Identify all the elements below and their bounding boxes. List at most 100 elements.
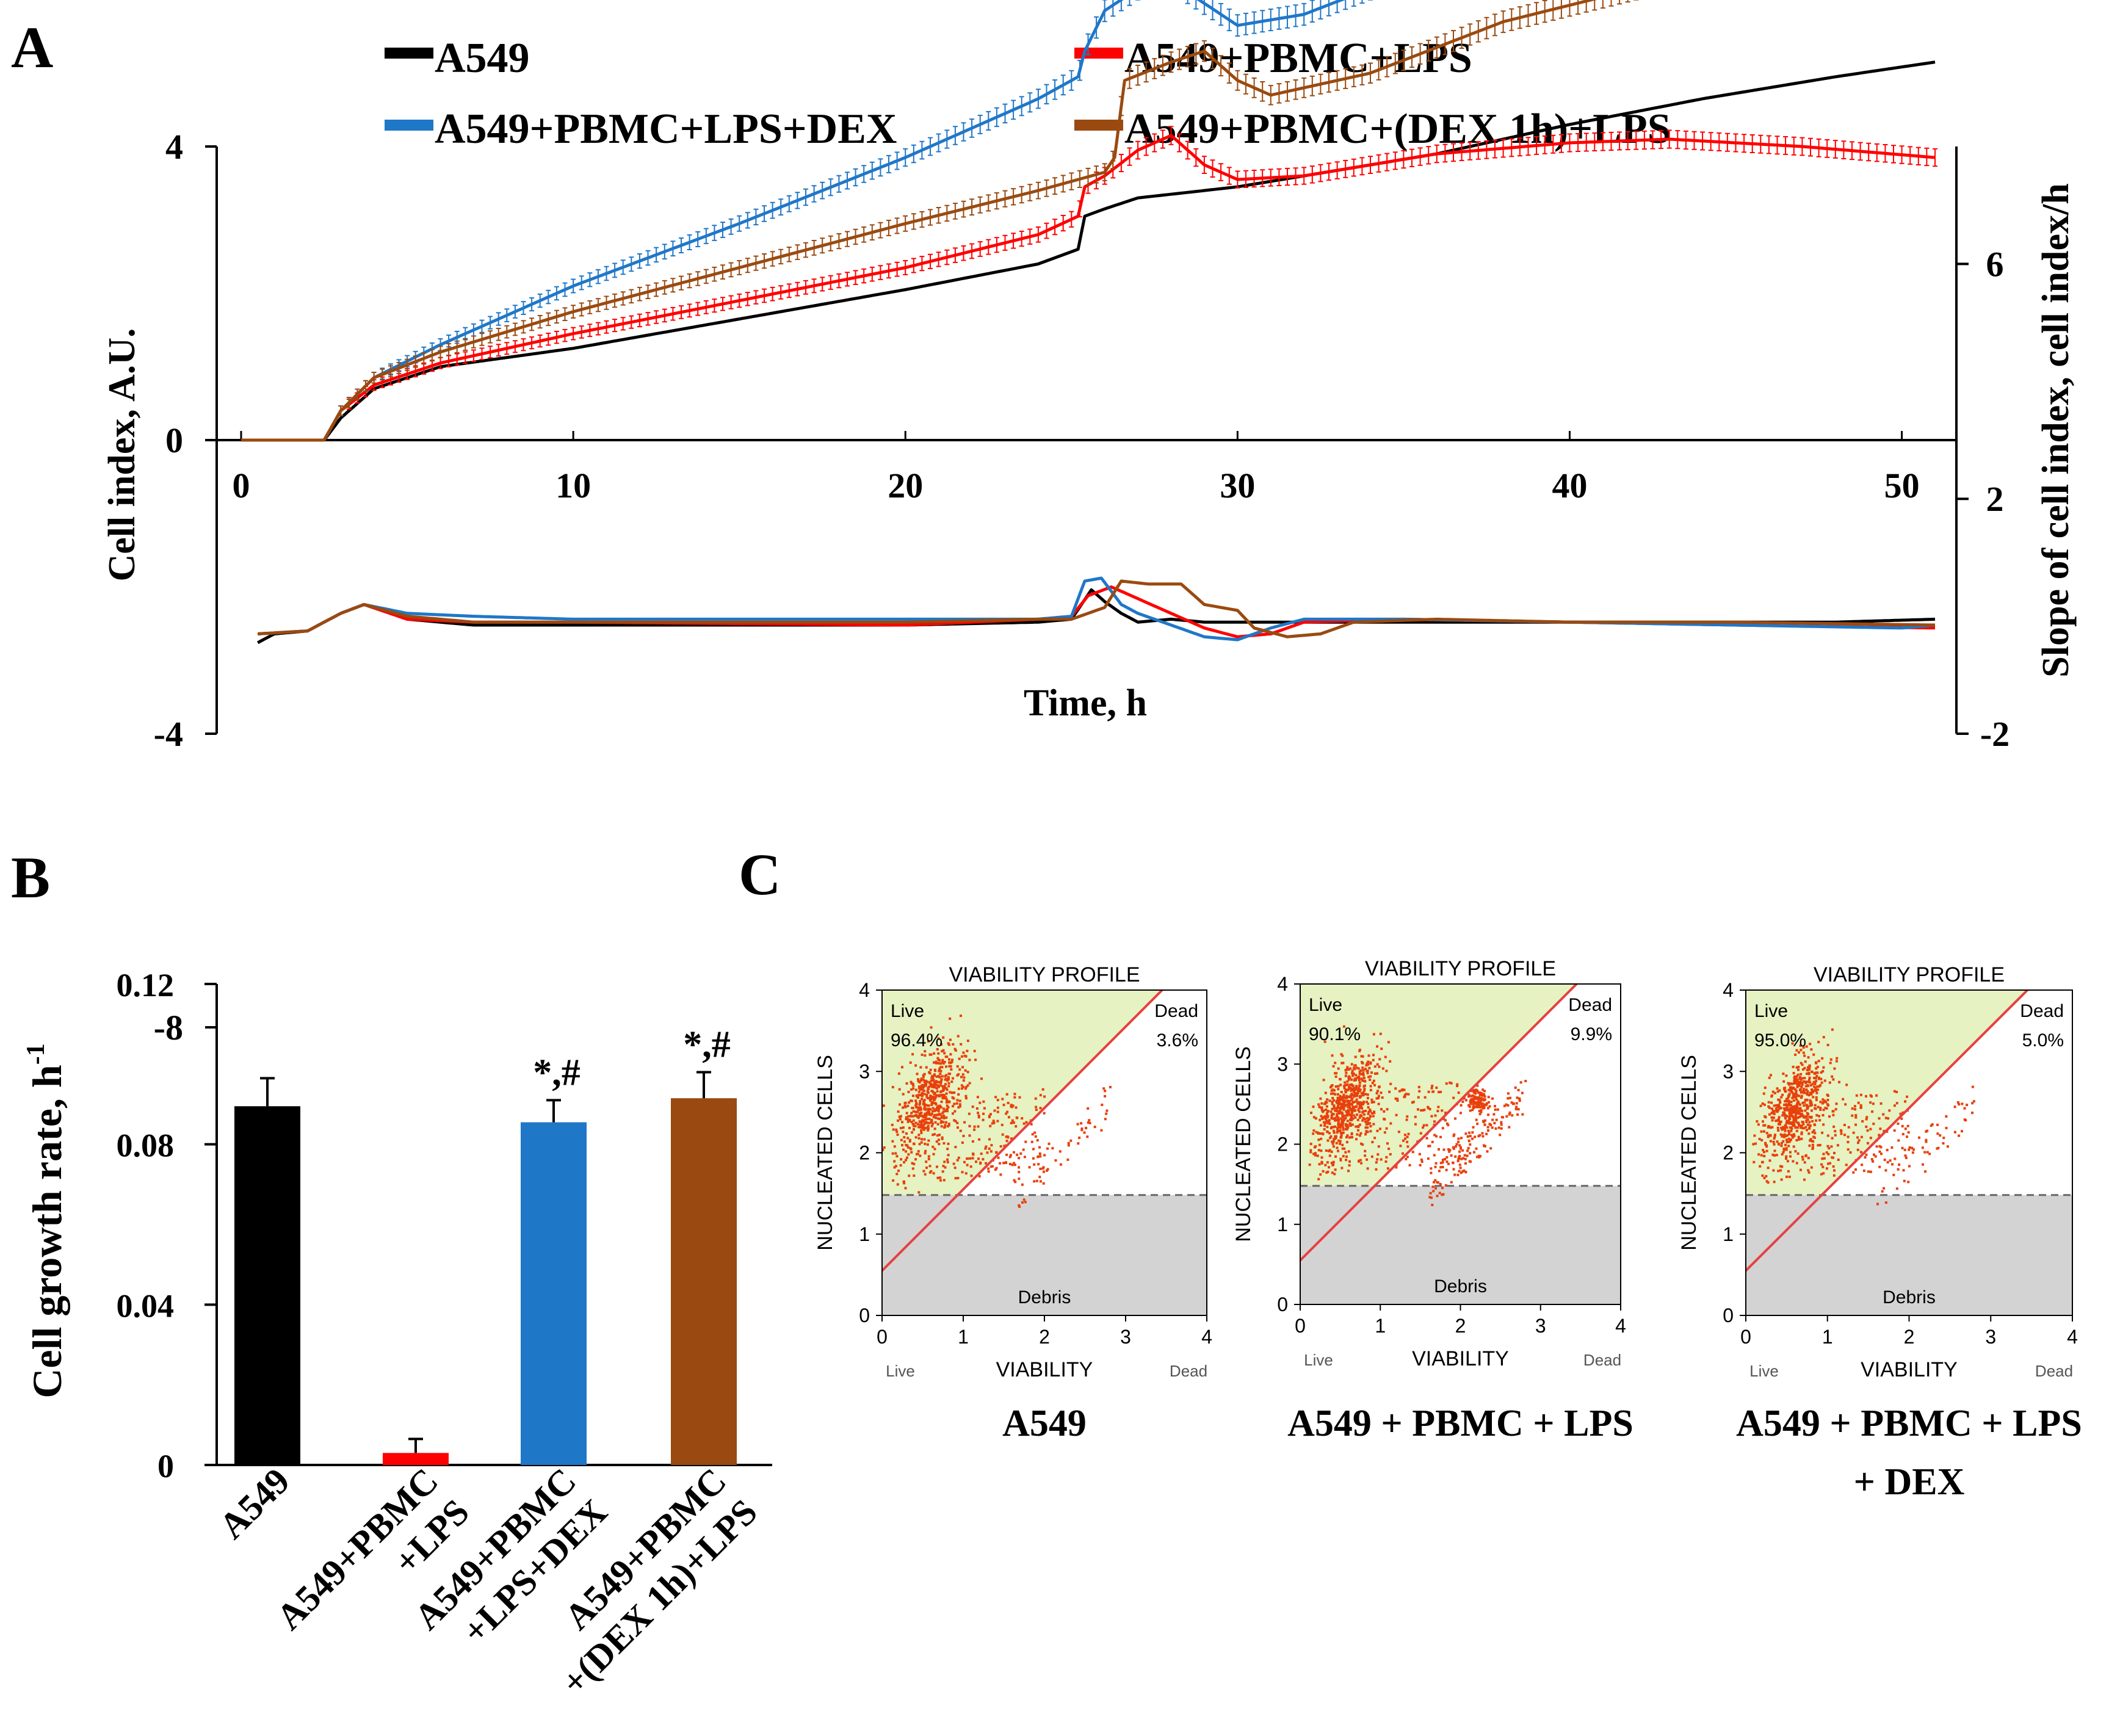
panel-label-a: A: [11, 15, 53, 80]
y-tick-label-c2-2: 2: [1723, 1142, 1734, 1164]
y-axis-label-b: Cell growth rate, h-1: [22, 1043, 70, 1398]
y-axis-label-c2: NUCLEATED CELLS: [1677, 1055, 1701, 1251]
live-region-0: [882, 990, 1162, 1195]
y-tick-label-b-1: 0.08: [117, 1127, 175, 1164]
y-tick-label-a-4: -8: [154, 1008, 183, 1047]
dots-2: [1752, 1028, 1975, 1206]
y-tick-label-a-2: 0: [165, 421, 183, 460]
bar-3: [671, 1098, 737, 1465]
y-tick-label-c2-4: 4: [1723, 979, 1734, 1001]
bar-0: [234, 1106, 300, 1465]
gate-line-2: [1746, 990, 2028, 1272]
legend-label-dex: A549+PBMC+LPS+DEX: [435, 106, 897, 153]
dot-cloud-2: [1752, 1028, 1975, 1206]
live-label-c0: Live: [891, 1001, 924, 1021]
dot-cloud-1: [1308, 1025, 1527, 1206]
x-live-label-c1: Live: [1304, 1351, 1333, 1369]
x-axis-label-c0: VIABILITY: [996, 1358, 1093, 1381]
y-tick-label-c1-3: 3: [1277, 1053, 1288, 1075]
live-pct-c1: 90.1%: [1309, 1024, 1361, 1044]
x-tick-label-c2-2: 2: [1904, 1326, 1915, 1348]
dead-label-c0: Dead: [1154, 1001, 1198, 1021]
y-tick-label-c2-1: 1: [1723, 1223, 1734, 1245]
x-axis-label-a: Time, h: [1024, 682, 1147, 724]
y-tick-label-c1-4: 4: [1277, 973, 1288, 995]
line-a549-pbmc-dex-1h-lps-slope: [258, 579, 1936, 638]
y-axis-label-a: Cell index, A.U.: [101, 328, 143, 581]
errorbar-path-a549-pbmc-lps: [338, 126, 1937, 416]
y2-tick-label-a-2: -2: [1980, 714, 2010, 754]
panel-label-b: B: [11, 845, 50, 910]
caption-c1-line1: A549 + PBMC + LPS: [1287, 1403, 1633, 1444]
y-tick-label-b-0: 0.12: [117, 967, 175, 1004]
errorbars-a549-pbmc-lps: [338, 126, 1937, 416]
live-label-c2: Live: [1754, 1001, 1788, 1021]
x-tick-label-a-3: 30: [1220, 466, 1255, 505]
line-a549-pbmc-dex-1h-lps: [241, 0, 1597, 442]
x-tick-label-c1-2: 2: [1455, 1315, 1466, 1337]
legend-label-dex1h: A549+PBMC+(DEX 1h)+LPS: [1124, 106, 1671, 153]
caption-c2-line2: + DEX: [1854, 1461, 1965, 1503]
panel-b: B 0.12 0.08 0.04 0 Cell growth rate, h-1 A5…: [11, 845, 772, 1703]
y-tick-label-c2-3: 3: [1723, 1060, 1734, 1082]
gate-line-0: [882, 990, 1163, 1272]
legend-a: A549 A549+PBMC+LPS A549+PBMC+LPS+DEX A54…: [385, 35, 1671, 153]
y-tick-label-c0-3: 3: [859, 1060, 870, 1082]
y2-tick-label-a-0: 6: [1986, 244, 2004, 284]
x-tick-label-c0-2: 2: [1039, 1326, 1050, 1348]
y-axis-label-b-main: Cell growth rate, h: [24, 1065, 70, 1398]
panel-label-c: C: [739, 842, 781, 907]
plot-area-1: [1300, 984, 1621, 1304]
category-label-0-line1: A549: [211, 1461, 297, 1547]
series-a549: [241, 60, 1936, 442]
live-pct-c2: 95.0%: [1754, 1030, 1806, 1051]
x-dead-label-c1: Dead: [1583, 1351, 1621, 1369]
dead-label-c1: Dead: [1568, 995, 1612, 1015]
x-tick-label-c2-0: 0: [1740, 1326, 1751, 1348]
bar-1: [383, 1453, 449, 1465]
dot-cloud-0: [882, 1014, 1112, 1208]
viability-plot-2: VIABILITY PROFILE 00 1 1 2 2 3 3 4 4 VIABILITY Live…: [1677, 963, 2082, 1503]
y-tick-label-c2-0: 0: [1723, 1304, 1734, 1326]
y-tick-label-a-1: 4: [165, 127, 183, 167]
plot-area-0: [882, 990, 1207, 1315]
legend-swatch-lps: [1074, 48, 1123, 59]
y-tick-label-b-2: 0.04: [117, 1287, 175, 1324]
live-pct-c0: 96.4%: [891, 1030, 942, 1051]
y-axis-label-b-sup: -1: [22, 1043, 50, 1065]
category-label-0: A549: [211, 1461, 297, 1547]
viability-plots: VIABILITY PROFILE0011223344VIABILITYLive…: [814, 957, 2082, 1503]
y-tick-label-c0-0: 0: [859, 1304, 870, 1326]
panel-a: A A549 A549+PBMC+LPS A549+PBMC+LPS+DEX A…: [11, 0, 2077, 1047]
x-live-label-c0: Live: [886, 1362, 915, 1380]
bar-2: [521, 1122, 587, 1465]
y-axis-label-c1: NUCLEATED CELLS: [1232, 1046, 1255, 1242]
y2-axis-label-a: Slope of cell index, cell index/h: [2035, 183, 2077, 677]
plot-title-2: VIABILITY PROFILE: [1814, 963, 2005, 986]
x-tick-label-c1-1: 1: [1375, 1315, 1386, 1337]
x-tick-label-c0-1: 1: [958, 1326, 969, 1348]
x-tick-label-c1-3: 3: [1535, 1315, 1546, 1337]
x-tick-label-c2-1: 1: [1822, 1326, 1833, 1348]
live-region-2: [1746, 990, 2028, 1195]
x-tick-label-c1-4: 4: [1615, 1315, 1626, 1337]
plot-title-1: VIABILITY PROFILE: [1365, 957, 1556, 980]
y-tick-label-c0-2: 2: [859, 1142, 870, 1164]
legend-swatch-dex1h: [1074, 120, 1123, 131]
category-label-1: A549+PBMC+LPS: [269, 1461, 477, 1669]
x-tick-label-a-5: 50: [1884, 466, 1920, 505]
series-a549-pbmc-lps: [241, 126, 1937, 442]
bar-group-2: *,#A549+PBMC+LPS+DEX: [407, 1052, 615, 1651]
y-tick-label-a-3: -4: [154, 714, 183, 754]
bar-annotation-3: *,#: [683, 1024, 731, 1065]
plot-area-2: [1746, 990, 2072, 1315]
line-a549-pbmc-lps-dex: [241, 0, 1346, 442]
y2-tick-label-a-1: 2: [1986, 479, 2004, 519]
dots-1: [1308, 1025, 1527, 1206]
panel-c: C VIABILITY PROFILE0011223344VIABILITYLi…: [739, 842, 2082, 1503]
x-tick-label-c2-4: 4: [2067, 1326, 2078, 1348]
legend-swatch-dex: [385, 120, 433, 131]
caption-c0-line1: A549: [1002, 1403, 1087, 1444]
